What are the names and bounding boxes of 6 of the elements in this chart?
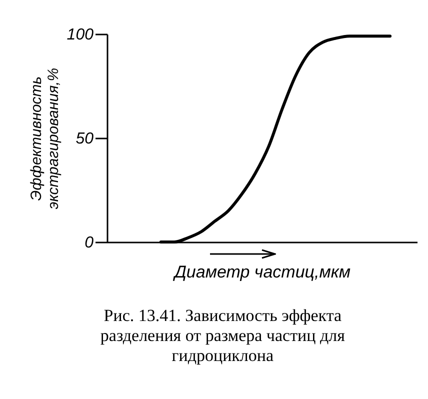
x-axis-title: Диаметр частиц,мкм bbox=[172, 262, 351, 282]
y-tick-label: 50 bbox=[76, 130, 94, 148]
y-tick-label: 0 bbox=[84, 234, 94, 252]
y-axis-title: Эффективность экстрагирования,% bbox=[28, 68, 62, 210]
text: Рис. 13.41. Зависимость эффекта разделения от размера частиц для гидроциклона bbox=[100, 306, 346, 365]
y-tick-label: 100 bbox=[66, 26, 94, 44]
